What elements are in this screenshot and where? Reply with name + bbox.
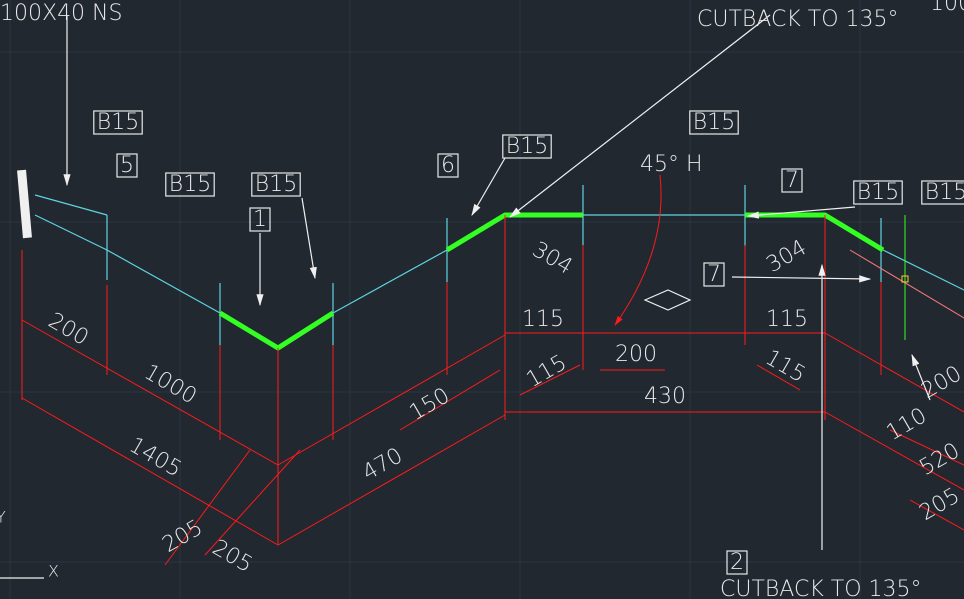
axis-label: X [48,562,59,581]
tag: B15 [857,180,899,205]
dimension-label: 205 [915,483,964,526]
marker: 7 [707,262,721,287]
dimension-label: 205 [208,535,257,578]
tag: B15 [97,110,139,135]
tag-box [689,110,739,135]
dimension-label: 430 [644,384,686,409]
tag-box [502,134,552,159]
marker-box [116,153,138,178]
axis-label: Y [0,508,6,527]
marker-box [781,168,803,193]
tag-box [921,180,964,205]
tag-box [251,172,301,197]
tag-box [93,110,143,135]
cutback-note: CUTBACK TO 135° [697,7,899,32]
tag: B15 [255,172,297,197]
tag-box [165,172,215,197]
angle-note: 45° H [640,152,703,177]
marker-box [249,207,271,232]
marker-box [726,550,748,575]
dimension-label: 205 [158,515,207,558]
marker: 1 [253,207,267,232]
dimension-label: 1000 [140,360,201,410]
dimension-label: 520 [915,438,964,481]
dimension-label: 200 [44,308,93,351]
dimension-label: 150 [405,383,454,426]
marker-box [703,262,725,287]
tag: B15 [169,172,211,197]
dimension-label: 200 [917,361,964,404]
tag: B15 [693,110,735,135]
marker: 2 [730,550,744,575]
pipe-size: 100X40 NS [0,1,122,26]
dimension-label: 115 [766,307,808,332]
marker: 7 [785,168,799,193]
marker-box [437,153,459,178]
dimension-label: 200 [615,342,657,367]
dimension-label: 110 [882,403,931,446]
pipe [17,169,964,351]
dimension-label: 304 [762,235,811,278]
tag-box [853,180,903,205]
dimension-label: 115 [522,350,571,393]
marker: 5 [120,153,134,178]
tag: B15 [925,180,964,205]
marker: 6 [441,153,455,178]
cutback-note: CUTBACK TO 135° [720,577,922,599]
dimension-label: 115 [522,307,564,332]
dimension-label: 470 [358,443,407,486]
tag: B15 [506,134,548,159]
dimension-lines [21,174,964,566]
leaders [0,14,931,579]
dimension-label: 304 [528,237,577,280]
partial-label: 100 [930,0,964,16]
